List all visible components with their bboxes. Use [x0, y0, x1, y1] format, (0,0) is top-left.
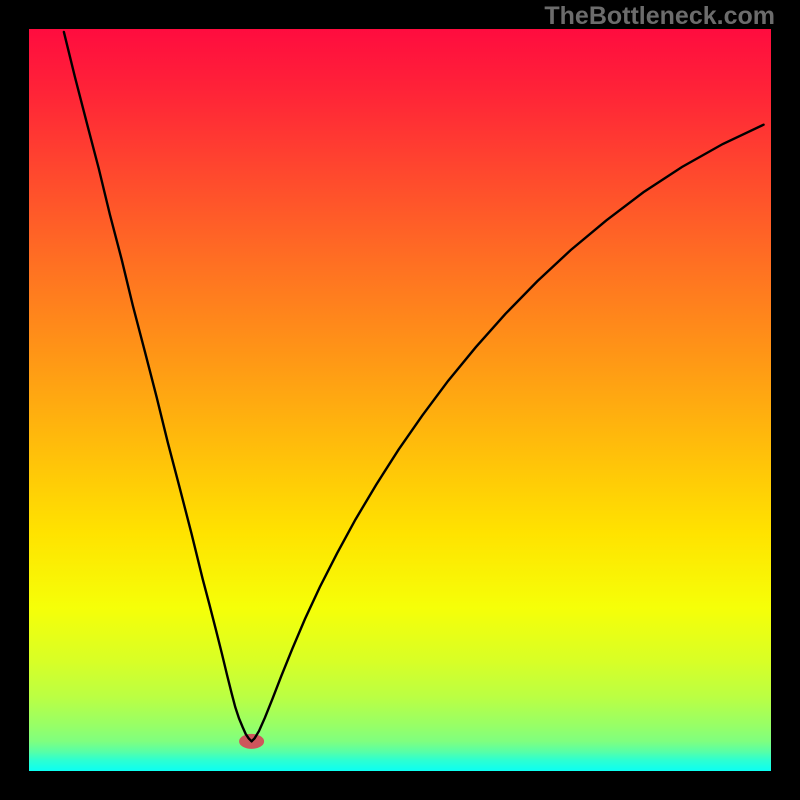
curve-left-branch [64, 32, 252, 741]
watermark-text: TheBottleneck.com [544, 2, 775, 31]
curve-right-branch [252, 125, 764, 742]
plot-area [29, 29, 771, 771]
curve-layer [29, 29, 771, 771]
chart-container: TheBottleneck.com [0, 0, 800, 800]
